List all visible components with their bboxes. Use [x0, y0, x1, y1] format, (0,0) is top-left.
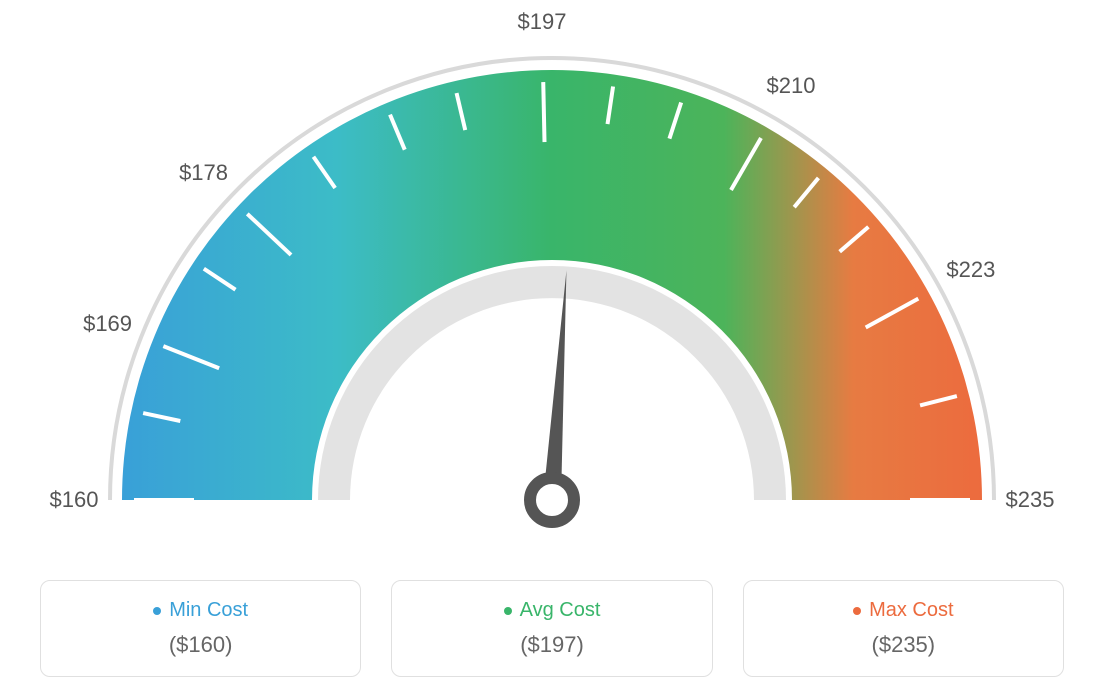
legend-value-avg: ($197) [412, 632, 691, 658]
gauge-tick-label: $178 [179, 160, 228, 186]
legend-title-min: Min Cost [153, 599, 248, 622]
legend-value-max: ($235) [764, 632, 1043, 658]
gauge-svg [0, 0, 1104, 560]
gauge-chart: $160 $169 $178 $197 $210 $223 $235 [0, 0, 1104, 560]
gauge-tick-label: $160 [50, 487, 99, 513]
legend-title-max: Max Cost [853, 599, 953, 622]
gauge-tick-label: $235 [1006, 487, 1055, 513]
cost-legend: Min Cost ($160) Avg Cost ($197) Max Cost… [0, 580, 1104, 677]
legend-value-min: ($160) [61, 632, 340, 658]
legend-card-avg: Avg Cost ($197) [391, 580, 712, 677]
gauge-tick-label: $169 [83, 311, 132, 337]
legend-card-max: Max Cost ($235) [743, 580, 1064, 677]
gauge-tick-label: $223 [946, 257, 995, 283]
gauge-tick-label: $210 [767, 73, 816, 99]
legend-title-avg: Avg Cost [504, 599, 601, 622]
legend-card-min: Min Cost ($160) [40, 580, 361, 677]
gauge-tick-label: $197 [518, 9, 567, 35]
